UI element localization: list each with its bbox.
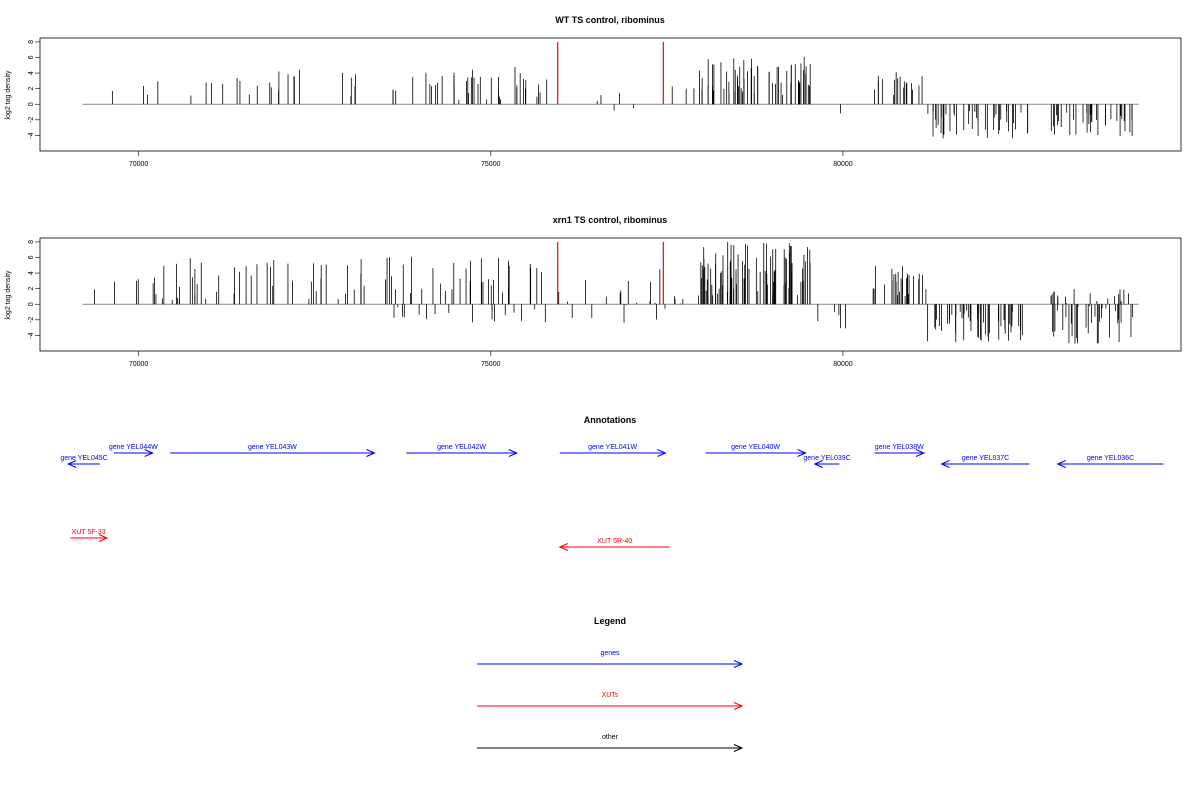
wt-y-tick-label: -4 [28,132,35,138]
gene-label: gene YEL044W [109,444,158,451]
legend-label: XUTs [602,692,619,699]
gene-label: gene YEL045C [60,455,107,462]
legend-label: other [602,734,619,741]
xut-arrow: XUT 5F-33 [70,529,109,542]
gene-arrow: gene YEL043W [170,444,376,457]
gene-label: gene YEL039C [803,455,850,462]
gene-arrow: gene YEL040W [705,444,807,457]
wt-track-panel: WT TS control, ribominus log2 tag densit… [5,15,1182,168]
wt-y-tick-label: 6 [28,55,35,59]
gene-label: gene YEL043W [248,444,297,451]
gene-label: gene YEL041W [588,444,637,451]
xrn1-y-tick-label: 2 [28,287,35,291]
legend-items: genes XUTs other [477,650,744,752]
xrn1-plot-frame [39,237,1182,352]
legend-arrow-xuts: XUTs [477,692,744,710]
gene-label: gene YEL042W [437,444,486,451]
xut-label: XUT 5R-40 [597,538,632,545]
wt-y-ticks: 8 6 4 2 0 -2 -4 [28,40,40,139]
gene-label: gene YEL040W [731,444,780,451]
gene-arrow: gene YEL038W [874,444,926,457]
gene-arrow: gene YEL042W [406,444,519,457]
xrn1-y-axis-label: log2 tag density [5,270,12,320]
wt-track-title: WT TS control, ribominus [555,15,665,25]
xrn1-x-ticks: 70000 75000 80000 [129,351,853,368]
xrn1-markers [557,241,664,305]
wt-x-tick-label: 80000 [833,161,853,168]
wt-x-ticks: 70000 75000 80000 [129,151,853,168]
gene-arrow: gene YEL045C [60,455,108,468]
xrn1-x-tick-label: 80000 [833,361,853,368]
xrn1-track-panel: xrn1 TS control, ribominus log2 tag dens… [5,215,1182,368]
gene-arrow: gene YEL037C [940,455,1030,468]
xrn1-y-ticks: 8 6 4 2 0 -2 -4 [28,240,40,339]
wt-x-tick-label: 75000 [481,161,501,168]
xrn1-x-tick-label: 75000 [481,361,501,368]
xrn1-bars [94,242,1134,344]
xut-label: XUT 5F-33 [72,529,106,536]
legend-arrow-other: other [477,734,744,752]
wt-y-tick-label: 0 [28,102,35,106]
gene-arrow: gene YEL044W [109,444,158,457]
xrn1-y-tick-label: 8 [28,240,35,244]
legend-title: Legend [594,616,626,626]
gene-label: gene YEL036C [1087,455,1134,462]
wt-y-axis-label: log2 tag density [5,70,12,120]
legend-panel: Legend genes XUTs other [477,616,744,752]
wt-y-tick-label: 2 [28,87,35,91]
wt-y-tick-label: -2 [28,117,35,123]
wt-y-tick-label: 8 [28,40,35,44]
gene-arrow: gene YEL039C [803,455,851,468]
annotations-title: Annotations [584,415,637,425]
gene-arrow: gene YEL036C [1056,455,1164,468]
wt-x-tick-label: 70000 [129,161,149,168]
legend-arrow-genes: genes [477,650,744,668]
xrn1-track-title: xrn1 TS control, ribominus [553,215,668,225]
wt-plot-frame [39,37,1182,152]
xrn1-y-tick-label: -4 [28,332,35,338]
xrn1-y-tick-label: 4 [28,271,35,275]
xrn1-y-tick-label: -2 [28,317,35,323]
wt-bars [111,56,1133,139]
xrn1-y-tick-label: 0 [28,302,35,306]
gene-arrow: gene YEL041W [559,444,667,457]
xrn1-y-tick-label: 6 [28,255,35,259]
xut-arrow: XUT 5R-40 [558,538,670,551]
wt-y-tick-label: 4 [28,71,35,75]
wt-markers [557,41,664,105]
legend-label: genes [600,650,620,657]
xrn1-x-tick-label: 70000 [129,361,149,368]
gene-label: gene YEL037C [962,455,1009,462]
gene-label: gene YEL038W [875,444,924,451]
